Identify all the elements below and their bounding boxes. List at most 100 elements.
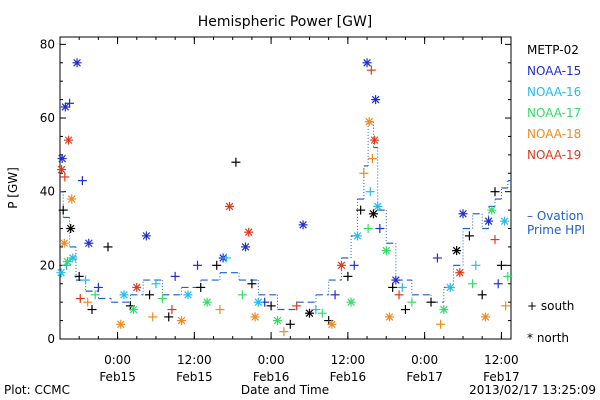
marker-stroke <box>116 320 125 329</box>
marker-stroke <box>371 95 380 104</box>
y-tick-label: 60 <box>40 111 55 125</box>
north-marker <box>253 297 263 307</box>
north-marker <box>484 216 494 226</box>
legend-item-noaa-18: NOAA-18 <box>527 127 581 141</box>
x-tick-label-date: Feb17 <box>483 370 520 384</box>
y-axis-label: P [GW] <box>6 167 20 209</box>
marker-stroke <box>120 291 128 299</box>
south-marker <box>196 282 206 292</box>
north-marker <box>373 201 383 211</box>
south-marker <box>359 168 369 178</box>
north-marker <box>68 253 78 263</box>
north-marker <box>487 205 497 215</box>
marker-stroke <box>273 316 282 325</box>
south-marker <box>317 308 327 318</box>
marker-stroke <box>66 224 75 233</box>
south-marker <box>193 260 203 270</box>
south-marker <box>311 305 321 315</box>
north-marker <box>458 209 468 219</box>
north-marker <box>371 95 381 105</box>
marker-stroke <box>142 232 151 240</box>
marker-stroke <box>488 206 496 214</box>
south-marker <box>77 176 87 186</box>
north-marker <box>304 308 314 318</box>
south-marker <box>477 290 487 300</box>
north-marker <box>67 194 77 204</box>
north-marker <box>129 305 139 315</box>
legend-item-metp-02: METP-02 <box>527 43 579 57</box>
south-marker <box>394 290 404 300</box>
south-marker <box>279 327 289 337</box>
north-marker <box>56 268 66 278</box>
south-marker <box>426 297 436 307</box>
marker-stroke <box>299 221 307 229</box>
north-marker <box>64 135 74 145</box>
y-tick-label: 80 <box>40 37 55 51</box>
south-marker <box>148 312 158 322</box>
marker-stroke <box>73 58 81 67</box>
north-marker <box>452 246 462 256</box>
north-marker-legend: * north <box>527 331 569 345</box>
north-marker <box>391 275 401 285</box>
south-marker <box>93 282 103 292</box>
marker-stroke <box>452 246 461 255</box>
south-marker <box>74 271 84 281</box>
north-marker <box>202 297 212 307</box>
south-marker <box>468 279 478 289</box>
x-tick-label-date: Feb16 <box>330 370 367 384</box>
south-marker <box>75 293 85 303</box>
legend-item-noaa-17: NOAA-17 <box>527 106 581 120</box>
x-tick-label-time: 12:00 <box>331 353 366 367</box>
north-marker <box>250 312 260 322</box>
north-marker <box>177 316 187 326</box>
marker-stroke <box>365 117 373 126</box>
north-marker <box>241 242 251 252</box>
marker-stroke <box>58 154 66 163</box>
south-marker <box>65 98 75 108</box>
marker-stroke <box>347 298 355 306</box>
marker-stroke <box>254 298 263 306</box>
south-marker <box>285 319 295 329</box>
south-marker <box>103 242 113 252</box>
ovation-label-line2: Prime HPI <box>527 223 585 237</box>
marker-stroke <box>251 313 259 321</box>
north-marker <box>455 268 465 278</box>
south-marker <box>237 290 247 300</box>
south-marker <box>375 224 385 234</box>
north-marker <box>119 290 129 300</box>
x-tick-label-date: Feb17 <box>406 370 443 384</box>
south-marker <box>400 305 410 315</box>
x-tick-label-date: Feb15 <box>99 370 136 384</box>
north-marker <box>352 231 362 241</box>
south-marker <box>464 231 474 241</box>
south-marker <box>247 279 257 289</box>
north-marker <box>62 257 72 267</box>
south-marker <box>157 293 167 303</box>
footer-timestamp: 2013/02/17 13:25:09 <box>469 383 596 397</box>
south-marker <box>292 301 302 311</box>
ovation-label-line1: – Ovation <box>527 209 584 223</box>
y-tick-label: 40 <box>40 185 55 199</box>
legend: METP-02 NOAA-15 NOAA-16 NOAA-17 NOAA-18 NOAA-… <box>527 43 581 162</box>
marker-stroke <box>500 217 509 225</box>
marker-stroke <box>440 305 448 314</box>
x-tick-label-date: Feb15 <box>176 370 213 384</box>
north-marker <box>298 220 308 230</box>
legend-item-noaa-19: NOAA-19 <box>527 148 581 162</box>
marker-stroke <box>129 305 138 314</box>
x-tick-label-time: 12:00 <box>484 353 519 367</box>
south-marker <box>58 205 68 215</box>
marker-stroke <box>61 103 70 111</box>
marker-stroke <box>363 58 371 67</box>
marker-stroke <box>225 202 234 211</box>
footer-axis-title: Date and Time <box>241 383 329 397</box>
north-marker <box>66 224 76 234</box>
north-marker <box>327 319 337 329</box>
south-marker <box>356 205 366 215</box>
marker-stroke <box>456 268 464 277</box>
south-marker <box>87 305 97 315</box>
marker-stroke <box>369 209 378 218</box>
marker-stroke <box>57 268 65 277</box>
south-marker <box>436 319 446 329</box>
